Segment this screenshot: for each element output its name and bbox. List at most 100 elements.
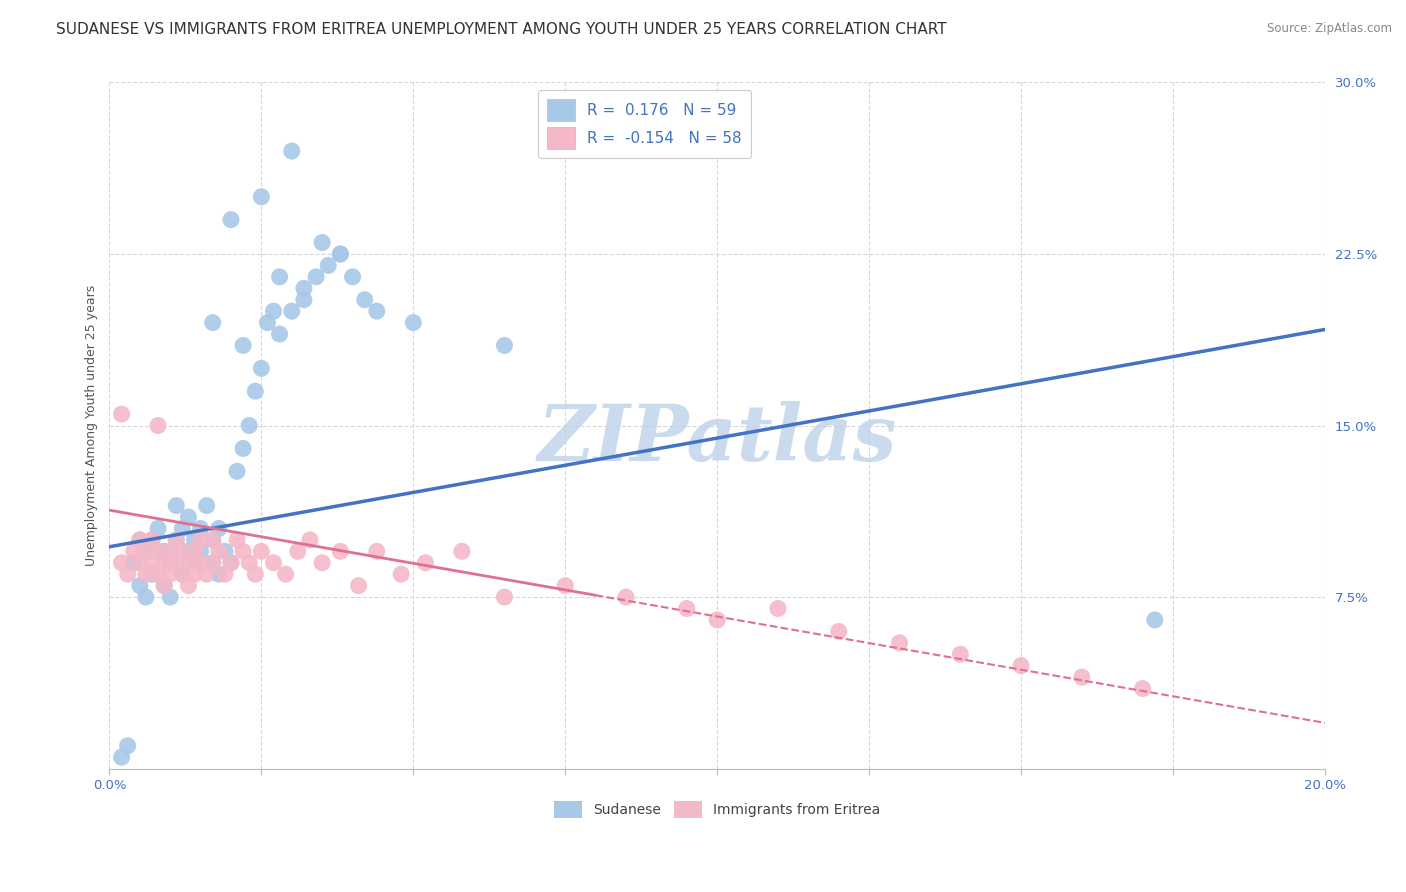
Point xyxy=(146,418,169,433)
Point xyxy=(159,544,181,558)
Point xyxy=(201,556,224,570)
Point xyxy=(153,579,176,593)
Point xyxy=(451,544,474,558)
Point xyxy=(159,590,181,604)
Point xyxy=(614,590,637,604)
Point xyxy=(292,293,315,307)
Point xyxy=(311,556,333,570)
Point xyxy=(675,601,697,615)
Point xyxy=(172,567,194,582)
Point xyxy=(177,556,200,570)
Point xyxy=(195,567,218,582)
Point xyxy=(128,533,150,547)
Point xyxy=(135,590,157,604)
Point xyxy=(165,533,187,547)
Point xyxy=(201,533,224,547)
Point xyxy=(177,579,200,593)
Point xyxy=(190,544,212,558)
Point xyxy=(153,544,176,558)
Point xyxy=(263,556,285,570)
Point xyxy=(172,544,194,558)
Point xyxy=(177,510,200,524)
Point xyxy=(250,361,273,376)
Point xyxy=(201,533,224,547)
Point xyxy=(353,293,375,307)
Point xyxy=(316,259,339,273)
Point xyxy=(1132,681,1154,696)
Point xyxy=(153,579,176,593)
Point xyxy=(219,556,242,570)
Point xyxy=(141,556,163,570)
Point xyxy=(110,750,132,764)
Point xyxy=(146,544,169,558)
Point xyxy=(172,521,194,535)
Point xyxy=(110,556,132,570)
Point xyxy=(494,590,516,604)
Text: SUDANESE VS IMMIGRANTS FROM ERITREA UNEMPLOYMENT AMONG YOUTH UNDER 25 YEARS CORR: SUDANESE VS IMMIGRANTS FROM ERITREA UNEM… xyxy=(56,22,946,37)
Point xyxy=(122,556,145,570)
Point xyxy=(117,567,139,582)
Point xyxy=(135,567,157,582)
Point xyxy=(329,247,352,261)
Point xyxy=(263,304,285,318)
Point xyxy=(183,567,205,582)
Point xyxy=(366,304,388,318)
Legend: Sudanese, Immigrants from Eritrea: Sudanese, Immigrants from Eritrea xyxy=(548,796,886,823)
Point xyxy=(245,567,267,582)
Point xyxy=(389,567,412,582)
Point xyxy=(128,579,150,593)
Point xyxy=(128,556,150,570)
Point xyxy=(342,269,364,284)
Point xyxy=(232,544,254,558)
Point xyxy=(889,636,911,650)
Point xyxy=(766,601,789,615)
Point xyxy=(226,533,249,547)
Point xyxy=(141,533,163,547)
Point xyxy=(128,533,150,547)
Point xyxy=(828,624,851,639)
Point xyxy=(214,544,236,558)
Point xyxy=(269,269,291,284)
Point xyxy=(706,613,728,627)
Point xyxy=(219,212,242,227)
Point xyxy=(292,281,315,295)
Point xyxy=(280,144,302,158)
Point xyxy=(311,235,333,250)
Point xyxy=(146,567,169,582)
Point xyxy=(305,269,328,284)
Point xyxy=(135,544,157,558)
Point xyxy=(177,544,200,558)
Point xyxy=(195,499,218,513)
Point xyxy=(415,556,437,570)
Point xyxy=(214,567,236,582)
Point xyxy=(329,544,352,558)
Point xyxy=(159,556,181,570)
Point xyxy=(366,544,388,558)
Point xyxy=(208,567,231,582)
Point xyxy=(201,316,224,330)
Point xyxy=(238,556,260,570)
Point xyxy=(245,384,267,399)
Point xyxy=(250,190,273,204)
Point xyxy=(402,316,425,330)
Point xyxy=(190,556,212,570)
Point xyxy=(232,338,254,352)
Point xyxy=(208,544,231,558)
Point xyxy=(110,407,132,421)
Point xyxy=(1070,670,1092,684)
Point xyxy=(183,556,205,570)
Point xyxy=(949,647,972,661)
Point xyxy=(256,316,278,330)
Point xyxy=(494,338,516,352)
Point xyxy=(274,567,297,582)
Point xyxy=(190,521,212,535)
Point xyxy=(269,326,291,341)
Point xyxy=(159,567,181,582)
Point xyxy=(1143,613,1166,627)
Point xyxy=(117,739,139,753)
Point xyxy=(280,304,302,318)
Point xyxy=(287,544,309,558)
Point xyxy=(165,556,187,570)
Text: ZIPatlas: ZIPatlas xyxy=(537,401,897,477)
Point xyxy=(165,533,187,547)
